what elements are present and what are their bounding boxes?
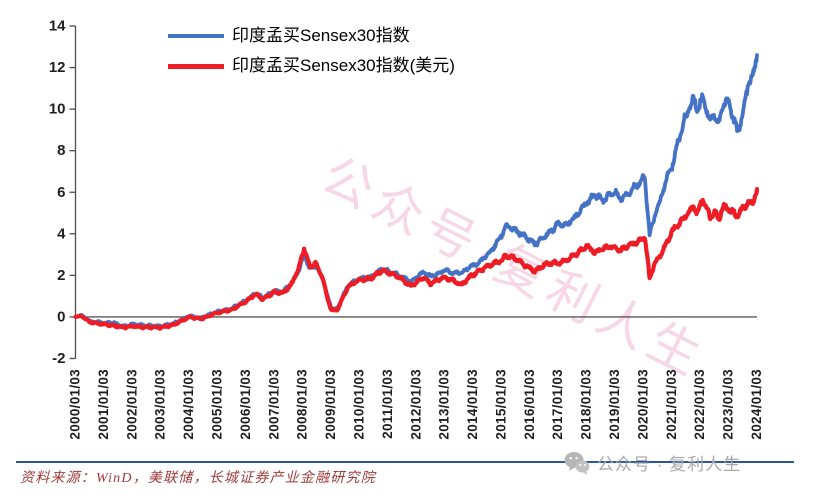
svg-text:2008/01/03: 2008/01/03 <box>295 369 310 440</box>
svg-text:2021/01/03: 2021/01/03 <box>664 369 679 440</box>
svg-text:2017/01/03: 2017/01/03 <box>550 369 565 440</box>
legend-item-usd: 印度孟买Sensex30指数(美元) <box>168 55 455 77</box>
series-line-usd <box>73 187 760 331</box>
legend-item-inr: 印度孟买Sensex30指数 <box>168 25 455 47</box>
svg-text:12: 12 <box>49 59 66 76</box>
svg-text:2004/01/03: 2004/01/03 <box>181 369 196 440</box>
svg-text:2019/01/03: 2019/01/03 <box>607 369 622 440</box>
svg-text:2014/01/03: 2014/01/03 <box>465 369 480 440</box>
svg-text:10: 10 <box>49 101 66 118</box>
chart-legend: 印度孟买Sensex30指数 印度孟买Sensex30指数(美元) <box>168 25 455 77</box>
wechat-badge: 公众号 · 复利人生 <box>564 450 741 475</box>
legend-label-inr: 印度孟买Sensex30指数 <box>232 26 410 45</box>
svg-text:-2: -2 <box>52 350 65 367</box>
svg-text:2022/01/03: 2022/01/03 <box>692 369 707 440</box>
svg-text:2: 2 <box>57 267 65 284</box>
legend-swatch-inr <box>168 34 224 38</box>
svg-text:2012/01/03: 2012/01/03 <box>408 369 423 440</box>
svg-text:2010/01/03: 2010/01/03 <box>351 369 366 440</box>
svg-text:2003/01/03: 2003/01/03 <box>153 369 168 440</box>
legend-swatch-usd <box>168 63 224 69</box>
svg-text:6: 6 <box>57 184 65 201</box>
svg-text:2006/01/03: 2006/01/03 <box>238 369 253 440</box>
svg-text:2016/01/03: 2016/01/03 <box>522 369 537 440</box>
svg-text:2018/01/03: 2018/01/03 <box>579 369 594 440</box>
svg-text:2024/01/03: 2024/01/03 <box>749 369 764 440</box>
svg-text:2023/01/03: 2023/01/03 <box>721 369 736 440</box>
legend-label-usd: 印度孟买Sensex30指数(美元) <box>232 56 455 75</box>
svg-text:2011/01/03: 2011/01/03 <box>380 369 395 439</box>
svg-text:2000/01/03: 2000/01/03 <box>68 369 83 440</box>
svg-text:2002/01/03: 2002/01/03 <box>124 369 139 440</box>
wechat-label: 公众号 · 复利人生 <box>597 455 742 474</box>
svg-text:2007/01/03: 2007/01/03 <box>266 369 281 440</box>
svg-text:8: 8 <box>57 142 65 159</box>
svg-text:2009/01/03: 2009/01/03 <box>323 369 338 440</box>
footer-divider <box>16 461 794 463</box>
svg-text:2020/01/03: 2020/01/03 <box>635 369 650 440</box>
svg-text:4: 4 <box>57 225 66 242</box>
wechat-icon <box>564 451 590 475</box>
y-axis: -2 0 2 4 6 8 10 12 14 <box>49 18 77 367</box>
svg-text:0: 0 <box>57 308 65 325</box>
svg-text:2005/01/03: 2005/01/03 <box>209 369 224 440</box>
svg-text:2001/01/03: 2001/01/03 <box>96 369 111 440</box>
svg-text:2013/01/03: 2013/01/03 <box>437 369 452 440</box>
svg-text:2015/01/03: 2015/01/03 <box>493 369 508 440</box>
source-note: 资料来源：WinD，美联储，长城证券产业金融研究院 <box>20 471 376 486</box>
svg-text:14: 14 <box>49 18 66 35</box>
x-axis-labels: 2000/01/03 2001/01/03 2002/01/03 2003/01/03… <box>68 369 765 440</box>
